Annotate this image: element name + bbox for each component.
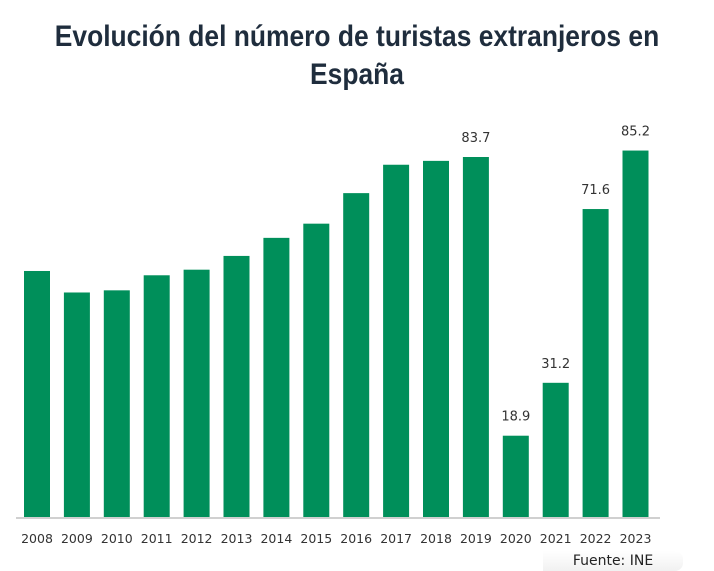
- bar-2016: [343, 193, 370, 517]
- x-tick-label: 2023: [620, 531, 652, 546]
- x-tick-label: 2010: [101, 531, 133, 546]
- data-label-2021: 31.2: [541, 357, 570, 372]
- bar-2012: [183, 269, 210, 517]
- x-tick-label: 2017: [380, 531, 412, 546]
- x-tick-label: 2021: [540, 531, 572, 546]
- bar-2009: [63, 292, 90, 517]
- x-tick-label: 2008: [21, 531, 53, 546]
- bar-2010: [103, 290, 130, 517]
- bar-2020: [502, 435, 529, 517]
- chart-title: Evolución del número de turistas extranj…: [54, 20, 660, 91]
- x-tick-label: 2019: [460, 531, 492, 546]
- x-tick-label: 2015: [300, 531, 332, 546]
- data-label-2020: 18.9: [501, 410, 530, 425]
- bar-2013: [223, 255, 250, 517]
- data-label-2019: 83.7: [461, 131, 490, 146]
- data-label-2023: 85.2: [621, 125, 650, 140]
- bar-2018: [423, 160, 449, 517]
- x-tick-label: 2020: [500, 531, 532, 546]
- bar-2008: [24, 270, 50, 517]
- bar-2021: [542, 382, 569, 517]
- bar-2022: [582, 209, 609, 517]
- x-tick-label: 2011: [141, 531, 173, 546]
- x-tick-label: 2022: [580, 531, 612, 546]
- data-label-2022: 71.6: [581, 183, 610, 198]
- bar-2015: [303, 223, 330, 517]
- source-note: Fuente: INE: [543, 551, 683, 571]
- x-tick-label: 2014: [260, 531, 292, 546]
- bar-2019: [462, 157, 489, 517]
- x-tick-label: 2009: [61, 531, 93, 546]
- bar-2014: [263, 237, 290, 517]
- x-tick-label: 2013: [221, 531, 253, 546]
- x-tick-label: 2012: [181, 531, 213, 546]
- bar-2023: [622, 150, 649, 517]
- x-tick-label: 2016: [340, 531, 372, 546]
- bar-2011: [143, 275, 170, 517]
- bar-2017: [383, 164, 410, 517]
- x-tick-label: 2018: [420, 531, 452, 546]
